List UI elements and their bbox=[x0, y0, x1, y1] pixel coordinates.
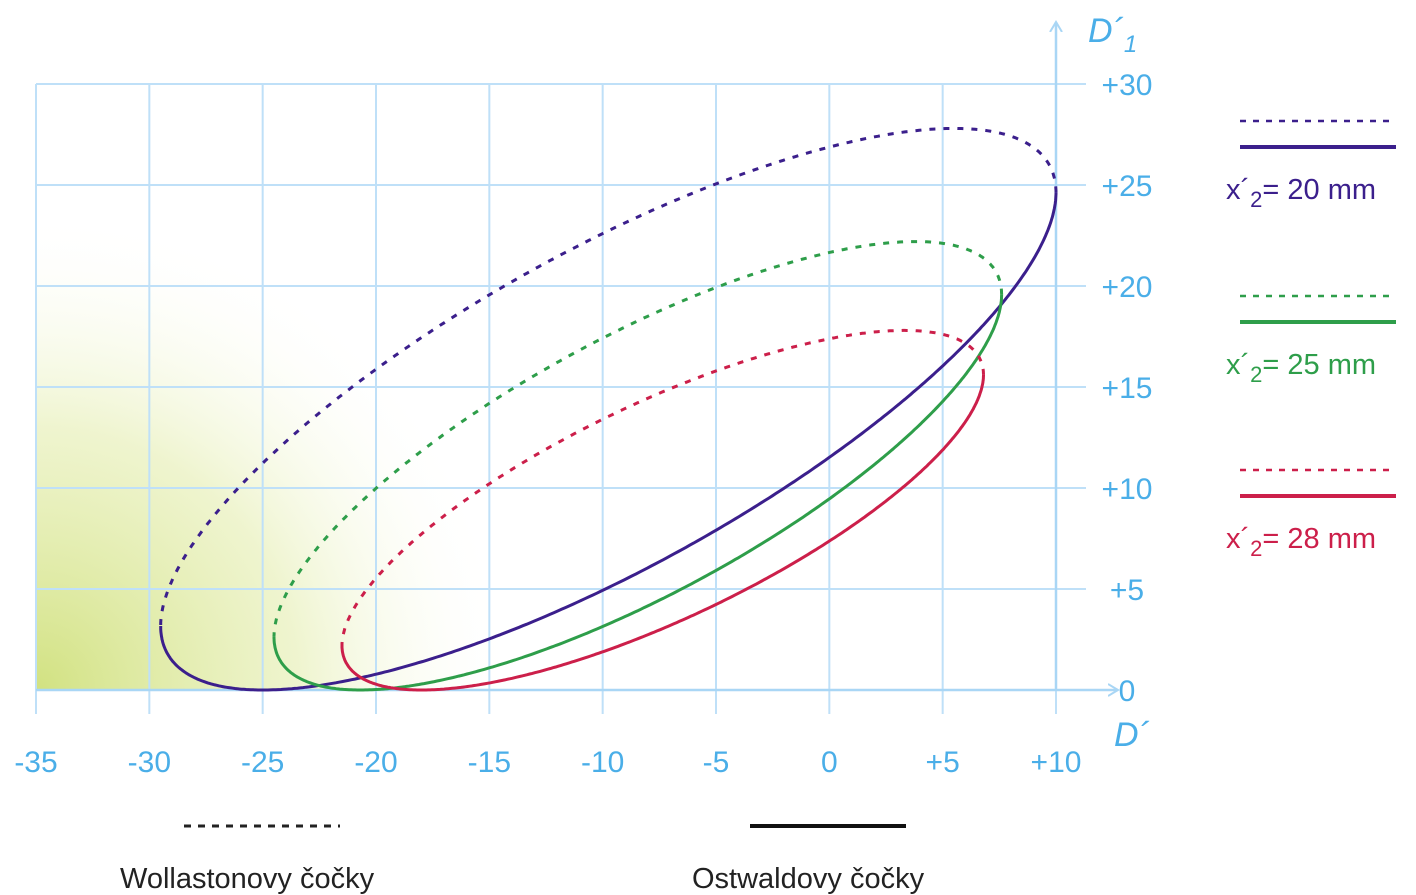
legend-label: x´2= 28 mm bbox=[1226, 523, 1376, 561]
y-tick-label: +25 bbox=[1102, 170, 1153, 203]
x-tick-label: +5 bbox=[926, 746, 960, 779]
x-tick-label: -5 bbox=[703, 746, 730, 779]
ostwald-label: Ostwaldovy čočky bbox=[692, 863, 925, 895]
wollaston-label: Wollastonovy čočky bbox=[120, 863, 375, 895]
y-tick-label: +30 bbox=[1102, 69, 1153, 102]
x-tick-label: -20 bbox=[354, 746, 397, 779]
wollaston-branch-curve bbox=[340, 328, 985, 646]
curves bbox=[159, 126, 1058, 692]
legend: x´2= 20 mm x´2= 25 mm x´2= 28 mm bbox=[1226, 119, 1396, 561]
series-225mm bbox=[272, 240, 1004, 692]
y-tick-label: 0 bbox=[1119, 675, 1136, 708]
series-228mm bbox=[340, 328, 985, 692]
x-tick-label: +10 bbox=[1031, 746, 1082, 779]
x-axis-title: D´ bbox=[1114, 716, 1150, 754]
wollaston-branch-curve bbox=[272, 240, 1004, 637]
y-tick-label: +5 bbox=[1110, 574, 1144, 607]
x-tick-label: -35 bbox=[14, 746, 57, 779]
legend-label: x´2= 25 mm bbox=[1226, 349, 1376, 387]
x-tick-labels: -35 -30 -25 -20 -15 -10 -5 0 +5 +10 bbox=[14, 746, 1081, 779]
x-tick-label: -10 bbox=[581, 746, 624, 779]
x-tick-label: -30 bbox=[128, 746, 171, 779]
y-axis-title-main: D´ bbox=[1088, 12, 1124, 50]
y-axis-title-sub: 1 bbox=[1124, 31, 1137, 58]
y-tick-labels: 0 +5 +10 +15 +20 +25 +30 bbox=[1102, 69, 1153, 708]
series-220mm bbox=[159, 126, 1058, 692]
x-tick-label: 0 bbox=[821, 746, 838, 779]
x-tick-label: -25 bbox=[241, 746, 284, 779]
y-tick-label: +20 bbox=[1102, 271, 1153, 304]
ostwald-branch-curve bbox=[159, 192, 1058, 692]
x-tick-label: -15 bbox=[468, 746, 511, 779]
y-axis-title: D´1 bbox=[1088, 12, 1137, 58]
legend-label: x´2= 20 mm bbox=[1226, 174, 1376, 212]
ostwald-branch-curve bbox=[340, 374, 985, 692]
ostwald-branch-curve bbox=[272, 294, 1004, 692]
line-style-key: Wollastonovy čočky Ostwaldovy čočky bbox=[120, 824, 925, 895]
axes bbox=[36, 22, 1118, 690]
y-tick-label: +15 bbox=[1102, 372, 1153, 405]
y-tick-label: +10 bbox=[1102, 473, 1153, 506]
